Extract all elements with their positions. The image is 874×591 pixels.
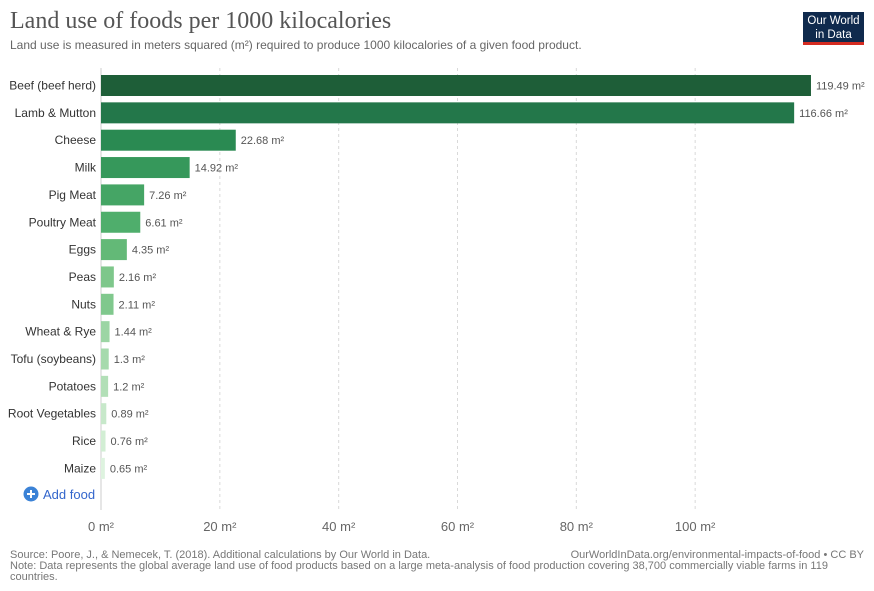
bar[interactable]	[101, 293, 114, 315]
bar-value-label: 4.35 m²	[132, 245, 170, 257]
bar-category-label: Cheese	[55, 133, 97, 147]
logo-line-2: in Data	[815, 29, 852, 41]
x-tick-label: 40 m²	[322, 519, 356, 534]
chart-title: Land use of foods per 1000 kilocalories	[10, 8, 392, 34]
bar-category-label: Pig Meat	[49, 188, 97, 202]
bar-value-label: 1.3 m²	[114, 354, 146, 366]
source-text: Source: Poore, J., & Nemecek, T. (2018).…	[10, 549, 431, 561]
bar-category-label: Poultry Meat	[29, 215, 97, 229]
bar-value-label: 1.2 m²	[113, 381, 145, 393]
bar-row[interactable]: Beef (beef herd) 119.49 m²	[9, 75, 865, 96]
bar-category-label: Tofu (soybeans)	[11, 352, 96, 366]
bar[interactable]	[101, 348, 109, 370]
bar-category-label: Maize	[64, 461, 96, 475]
bar[interactable]	[101, 403, 107, 425]
bar-category-label: Root Vegetables	[8, 407, 96, 421]
bar-value-label: 14.92 m²	[195, 163, 239, 175]
bar-row[interactable]: Poultry Meat 6.61 m²	[29, 211, 183, 233]
x-tick-label: 100 m²	[675, 519, 716, 534]
bar-category-label: Peas	[69, 270, 96, 284]
bar-row[interactable]: Maize 0.65 m²	[64, 457, 148, 479]
bar-value-label: 119.49 m²	[816, 81, 865, 93]
bar-category-label: Potatoes	[49, 379, 96, 393]
bar-category-label: Lamb & Mutton	[15, 106, 96, 120]
bar-category-label: Wheat & Rye	[25, 325, 96, 339]
bar-chart: Beef (beef herd) 119.49 m² Lamb & Mutton 11…	[8, 68, 865, 534]
note-text: Note: Data represents the global average…	[10, 560, 828, 583]
bar-value-label: 6.61 m²	[145, 217, 183, 229]
bar-category-label: Nuts	[71, 297, 96, 311]
bars-group: Beef (beef herd) 119.49 m² Lamb & Mutton 11…	[8, 75, 865, 479]
bar[interactable]	[101, 266, 114, 288]
bar-row[interactable]: Root Vegetables 0.89 m²	[8, 403, 149, 425]
add-food-label[interactable]: Add food	[43, 487, 95, 502]
bar-row[interactable]: Cheese 22.68 m²	[55, 129, 285, 151]
bar-value-label: 22.68 m²	[241, 135, 285, 147]
bar[interactable]	[101, 239, 127, 261]
bar-value-label: 0.76 m²	[111, 436, 149, 448]
x-tick-label: 60 m²	[441, 519, 475, 534]
owid-logo[interactable]: Our World in Data	[803, 12, 864, 45]
bar-value-label: 2.16 m²	[119, 272, 157, 284]
bar[interactable]	[101, 157, 190, 179]
bar[interactable]	[101, 75, 811, 96]
bar-category-label: Eggs	[69, 243, 96, 257]
bar-value-label: 0.65 m²	[110, 463, 148, 475]
bar-category-label: Rice	[72, 434, 96, 448]
bar-category-label: Milk	[75, 161, 97, 175]
x-tick-label: 20 m²	[203, 519, 237, 534]
bar-row[interactable]: Peas 2.16 m²	[69, 266, 157, 288]
bar-value-label: 2.11 m²	[119, 299, 156, 311]
bar[interactable]	[101, 430, 106, 452]
bar-value-label: 0.89 m²	[111, 409, 149, 421]
bar[interactable]	[101, 457, 105, 479]
bar-value-label: 116.66 m²	[799, 108, 848, 120]
bar[interactable]	[101, 184, 145, 206]
bar-row[interactable]: Rice 0.76 m²	[72, 430, 149, 452]
bar-category-label: Beef (beef herd)	[9, 79, 96, 93]
bar-row[interactable]: Eggs 4.35 m²	[69, 239, 170, 261]
bar[interactable]	[101, 211, 141, 233]
bar-row[interactable]: Wheat & Rye 1.44 m²	[25, 321, 153, 343]
attribution-link[interactable]: OurWorldInData.org/environmental-impacts…	[570, 549, 864, 561]
bar-row[interactable]: Lamb & Mutton 116.66 m²	[15, 102, 849, 124]
bar-value-label: 7.26 m²	[149, 190, 187, 202]
bar-row[interactable]: Potatoes 1.2 m²	[49, 375, 145, 397]
x-tick-label: 80 m²	[560, 519, 594, 534]
bar-row[interactable]: Pig Meat 7.26 m²	[49, 184, 187, 206]
x-tick-label: 0 m²	[88, 519, 115, 534]
bar[interactable]	[101, 102, 795, 124]
add-food-button[interactable]: Add food	[23, 486, 96, 503]
bar[interactable]	[101, 375, 109, 397]
chart-subtitle: Land use is measured in meters squared (…	[10, 38, 582, 52]
logo-line-1: Our World	[807, 15, 860, 27]
bar-row[interactable]: Tofu (soybeans) 1.3 m²	[11, 348, 146, 370]
bar[interactable]	[101, 129, 236, 151]
bar-value-label: 1.44 m²	[115, 327, 153, 339]
bar[interactable]	[101, 321, 110, 343]
x-axis-ticks: 0 m² 20 m² 40 m² 60 m² 80 m² 100 m²	[88, 519, 716, 534]
bar-row[interactable]: Nuts 2.11 m²	[71, 293, 156, 315]
bar-row[interactable]: Milk 14.92 m²	[75, 157, 239, 179]
